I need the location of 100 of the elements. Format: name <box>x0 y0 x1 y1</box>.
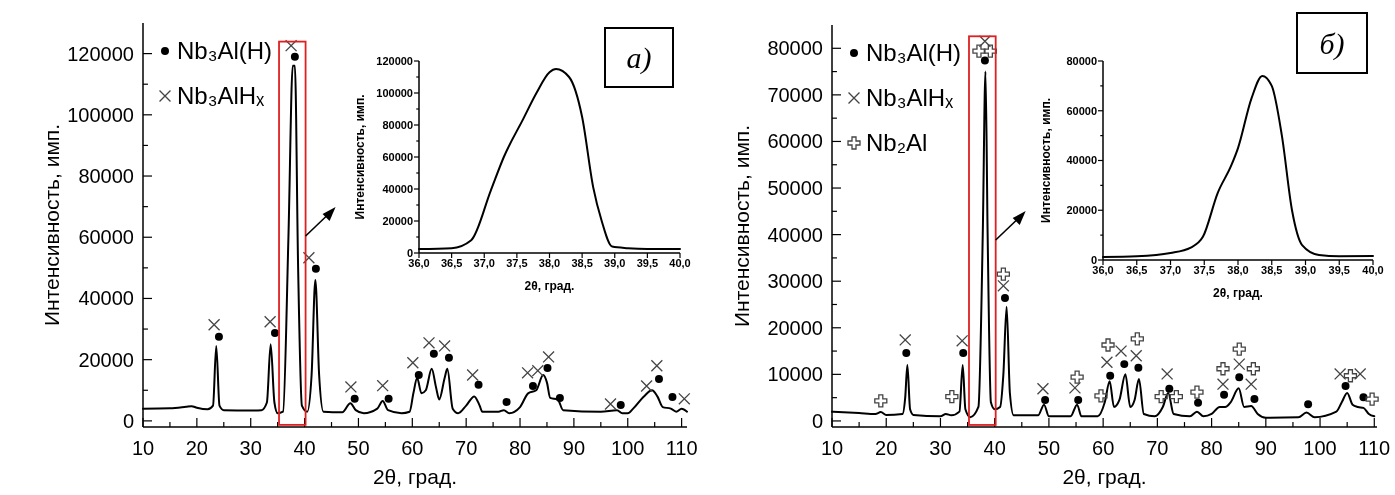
y-tick-label: 60000 <box>767 130 823 153</box>
y-tick-label: 120000 <box>376 54 413 67</box>
point <box>376 379 389 392</box>
x-tick-label: 80 <box>508 437 532 459</box>
x-tick-label: 40 <box>983 437 1006 459</box>
x-tick-label: 30 <box>929 437 952 459</box>
point <box>902 348 911 357</box>
y-axis-title: Интенсивность, имп. <box>730 124 754 328</box>
y-tick-label: 100000 <box>376 86 413 99</box>
y-tick-label: 70000 <box>767 83 823 106</box>
x-tick-label: 39,0 <box>1294 264 1317 276</box>
y-tick-label: 40000 <box>1066 154 1097 167</box>
point <box>874 394 888 408</box>
point <box>1161 367 1174 381</box>
x-tick-label: 36,0 <box>1092 264 1114 276</box>
point <box>983 44 997 58</box>
point <box>263 315 277 328</box>
point <box>1216 378 1230 391</box>
y-tick-label: 80000 <box>382 118 413 131</box>
point <box>207 318 221 331</box>
y-tick-label: 60000 <box>1066 104 1097 117</box>
legend-label: Nb₂Al <box>866 129 928 157</box>
point <box>650 359 663 372</box>
point <box>604 397 617 411</box>
point <box>270 329 279 338</box>
point <box>956 334 969 347</box>
x-tick-label: 20 <box>185 437 208 459</box>
y-tick-label: 100000 <box>67 103 134 126</box>
point <box>290 52 299 61</box>
x-tick-label: 37,0 <box>473 257 495 269</box>
x-tick-label: 38,0 <box>538 257 561 269</box>
point <box>1216 362 1230 376</box>
point <box>1070 370 1084 384</box>
y-tick-label: 20000 <box>767 316 823 339</box>
x-tick-label: 38,5 <box>571 257 593 269</box>
y-tick-label: 60000 <box>382 150 413 163</box>
point <box>1130 349 1143 362</box>
point <box>414 370 423 379</box>
x-tick-label: 50 <box>347 437 370 459</box>
point <box>555 393 564 402</box>
y-tick-label: 0 <box>406 246 413 259</box>
y-tick-label: 40000 <box>78 287 134 310</box>
x-axis-title: 2θ, град. <box>1062 465 1147 488</box>
point <box>311 264 320 273</box>
y-axis-title: Интенсивность, имп. <box>353 94 368 220</box>
point <box>1341 382 1350 390</box>
point <box>678 392 691 405</box>
y-axis-title: Интенсивность, имп. <box>40 123 64 327</box>
annotation: а) <box>626 41 652 75</box>
x-tick-label: 10 <box>131 437 155 459</box>
x-tick-label: 60 <box>401 437 424 459</box>
point <box>972 44 986 58</box>
point <box>899 333 912 347</box>
point <box>350 394 359 403</box>
point <box>466 368 479 382</box>
point <box>429 349 438 358</box>
point <box>384 394 393 403</box>
x-tick-label: 20 <box>875 437 898 459</box>
point <box>1134 363 1143 372</box>
y-tick-label: 40000 <box>382 182 413 195</box>
point <box>1106 371 1115 380</box>
y-tick-label: 0 <box>122 409 134 432</box>
y-axis-title: Интенсивность, имп. <box>1039 98 1054 223</box>
x-tick-label: 37,5 <box>1193 264 1215 276</box>
point <box>996 267 1011 281</box>
point <box>1130 332 1144 346</box>
point <box>1165 384 1174 393</box>
point <box>1068 381 1082 394</box>
point <box>1094 389 1108 403</box>
y-tick-label: 40000 <box>767 223 823 246</box>
x-tick-label: 40 <box>293 437 316 459</box>
point <box>542 350 555 364</box>
point <box>1220 390 1229 399</box>
point <box>1100 356 1114 369</box>
point <box>1365 392 1379 406</box>
x-tick-label: 30 <box>239 437 262 459</box>
y-tick-label: 20000 <box>78 348 134 371</box>
x-tick-label: 60 <box>1092 437 1115 459</box>
point <box>438 339 451 353</box>
point <box>284 39 298 52</box>
point <box>422 336 436 349</box>
point <box>1036 382 1050 395</box>
y-tick-label: 120000 <box>67 42 134 65</box>
point <box>1354 367 1367 381</box>
x-tick-label: 70 <box>455 437 478 459</box>
x-tick-label: 39,5 <box>1328 264 1350 276</box>
point <box>1101 338 1115 352</box>
x-tick-label: 40,0 <box>669 257 691 269</box>
point <box>1001 293 1009 302</box>
y-tick-label: 0 <box>1090 253 1097 266</box>
x-tick-label: 80 <box>1200 437 1223 459</box>
legend-label: Nb₃AlHₓ <box>177 82 265 110</box>
x-tick-label: 10 <box>820 437 844 459</box>
x-tick-label: 100 <box>1303 437 1337 459</box>
y-tick-label: 80000 <box>1066 54 1097 67</box>
y-tick-label: 20000 <box>382 214 413 227</box>
point <box>1235 373 1244 382</box>
x-tick-label: 110 <box>1358 437 1391 459</box>
point <box>406 356 419 369</box>
y-tick-label: 60000 <box>78 226 134 249</box>
